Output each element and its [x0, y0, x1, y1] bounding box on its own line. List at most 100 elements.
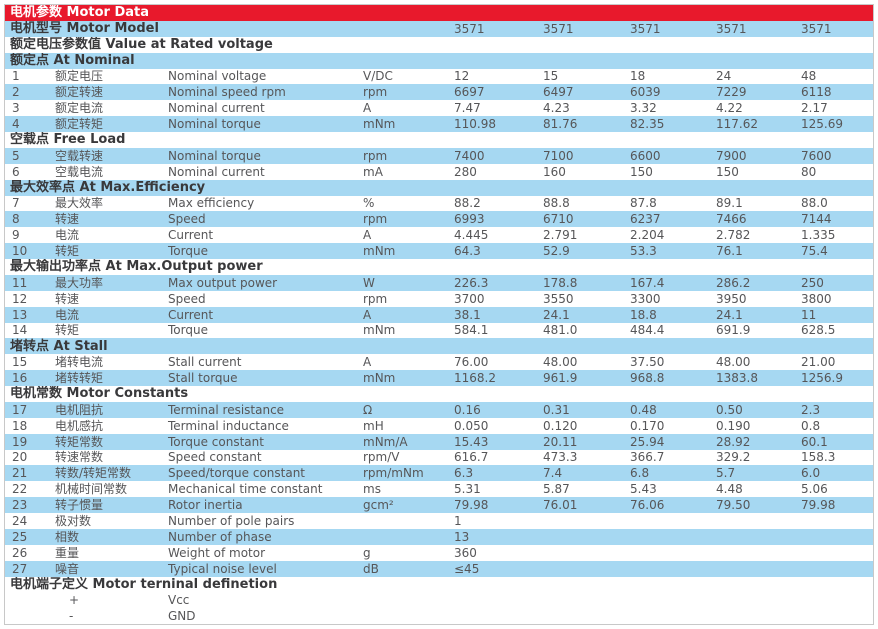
param-value: 53.3: [630, 244, 657, 259]
param-value: 12: [454, 69, 470, 84]
param-name-cn: 最大效率: [55, 196, 104, 211]
model-value: 3571: [801, 21, 832, 36]
param-value: 0.120: [543, 418, 578, 433]
param-unit: rpm: [363, 85, 388, 100]
param-value: 79.50: [716, 498, 751, 513]
motor-data-sheet: 电机参数 Motor Data 电机型号 Motor Model 3571 3571 3…: [4, 4, 874, 625]
page-title: 电机参数 Motor Data: [10, 5, 150, 21]
param-unit: %: [363, 196, 375, 211]
section-header-row: 额定电压参数值 Value at Rated voltage: [5, 36, 873, 53]
param-value: 178.8: [543, 275, 578, 290]
param-value: 481.0: [543, 323, 578, 338]
param-value: 0.48: [630, 402, 657, 417]
table-row: 14 转矩 Torque mNm 584.1 481.0 484.4 691.9 628.5: [5, 322, 873, 339]
param-name-en: Typical noise level: [168, 561, 277, 576]
param-value: 0.16: [454, 402, 481, 417]
row-number: 15: [12, 355, 28, 370]
row-number: 27: [12, 561, 28, 576]
param-value: 89.1: [716, 196, 743, 211]
row-number: 10: [12, 244, 28, 259]
param-name-en: Number of phase: [168, 529, 272, 544]
param-value: 366.7: [630, 450, 665, 465]
param-value: 0.190: [716, 418, 751, 433]
param-value: 167.4: [630, 275, 665, 290]
model-value: 3571: [543, 21, 574, 36]
row-number: 26: [12, 545, 28, 560]
param-value: 88.2: [454, 196, 481, 211]
param-value: 6600: [630, 148, 661, 163]
param-value: 5.31: [454, 482, 481, 497]
param-value: 6039: [630, 85, 661, 100]
param-value: 6.3: [454, 466, 474, 481]
table-row: 6 空载电流 Nominal current mA 280 160 150 150 80: [5, 163, 873, 180]
section-header-label: 额定点 At Nominal: [10, 53, 135, 69]
param-value: 6497: [543, 85, 574, 100]
param-value: 87.8: [630, 196, 657, 211]
param-unit: mNm: [363, 244, 396, 259]
table-row: 7 最大效率 Max efficiency% 88.2 88.8 87.8 89.1 88.0: [5, 195, 873, 212]
param-value: 5.87: [543, 482, 570, 497]
row-number: 23: [12, 498, 28, 513]
param-value: 7600: [801, 148, 832, 163]
table-row: 10 转矩 Torque mNm 64.3 52.9 53.3 76.1 75.4: [5, 243, 873, 259]
section-header-row: 额定点 At Nominal: [5, 52, 873, 69]
param-value: ≤45: [454, 561, 480, 576]
param-value: 6118: [801, 85, 832, 100]
param-unit: mNm/A: [363, 434, 408, 449]
row-number: 6: [12, 164, 20, 179]
param-name-cn: 空载转速: [55, 148, 104, 163]
param-value: 88.0: [801, 196, 828, 211]
param-value: 3.32: [630, 101, 657, 116]
table-row: 13 电流 Current A 38.1 24.1 18.8 24.1 11: [5, 306, 873, 323]
param-value: 6697: [454, 85, 485, 100]
param-value: 6237: [630, 212, 661, 227]
table-row: 16 堵转转矩 Stall torque mNm 1168.2 961.9 968.8 138…: [5, 370, 873, 386]
param-value: 0.170: [630, 418, 665, 433]
table-row: 12 转速 Speed rpm 3700 3550 3300 3950 3800: [5, 290, 873, 307]
param-value: 5.43: [630, 482, 657, 497]
param-name-cn: 电机感抗: [55, 418, 104, 433]
param-value: 3800: [801, 291, 832, 306]
row-number: 24: [12, 513, 28, 528]
param-value: 3950: [716, 291, 747, 306]
param-unit: gcm²: [363, 498, 394, 513]
param-value: 4.48: [716, 482, 743, 497]
param-name-cn: 相数: [55, 529, 80, 544]
param-unit: mNm: [363, 371, 396, 386]
param-value: 3700: [454, 291, 485, 306]
param-value: 48: [801, 69, 817, 84]
param-name-en: Terminal resistance: [168, 402, 285, 417]
param-value: 76.1: [716, 244, 743, 259]
param-value: 691.9: [716, 323, 751, 338]
section-header-row: 电机常数 Motor Constants: [5, 386, 873, 402]
param-value: 7466: [716, 212, 747, 227]
param-value: 60.1: [801, 434, 828, 449]
param-value: 18: [630, 69, 646, 84]
param-value: 21.00: [801, 355, 836, 370]
param-value: 2.3: [801, 402, 821, 417]
param-value: 79.98: [454, 498, 489, 513]
param-value: 7.47: [454, 101, 481, 116]
param-value: 226.3: [454, 275, 489, 290]
table-row: 21 转数/转矩常数 Speed/torque constant rpm/mNm 6.3…: [5, 465, 873, 482]
row-number: 21: [12, 466, 28, 481]
param-value: 20.11: [543, 434, 578, 449]
terminal-sign: +: [69, 593, 80, 608]
section-header-label: 电机常数 Motor Constants: [10, 386, 189, 402]
param-name-en: Current: [168, 228, 214, 243]
param-value: 5.7: [716, 466, 736, 481]
row-number: 25: [12, 529, 28, 544]
row-number: 13: [12, 307, 28, 322]
param-unit: Ω: [363, 402, 373, 417]
param-name-cn: 极对数: [55, 513, 92, 528]
param-name-cn: 额定电压: [55, 69, 104, 84]
row-number: 2: [12, 85, 20, 100]
param-value: 24: [716, 69, 732, 84]
param-name-cn: 转子惯量: [55, 498, 104, 513]
param-name-cn: 额定转矩: [55, 117, 104, 132]
param-value: 6.8: [630, 466, 650, 481]
param-name-cn: 电流: [55, 228, 80, 243]
param-unit: V/DC: [363, 69, 393, 84]
param-name-cn: 转速: [55, 291, 80, 306]
table-row: 9 电流 Current A 4.445 2.791 2.204 2.782 1.335: [5, 227, 873, 244]
